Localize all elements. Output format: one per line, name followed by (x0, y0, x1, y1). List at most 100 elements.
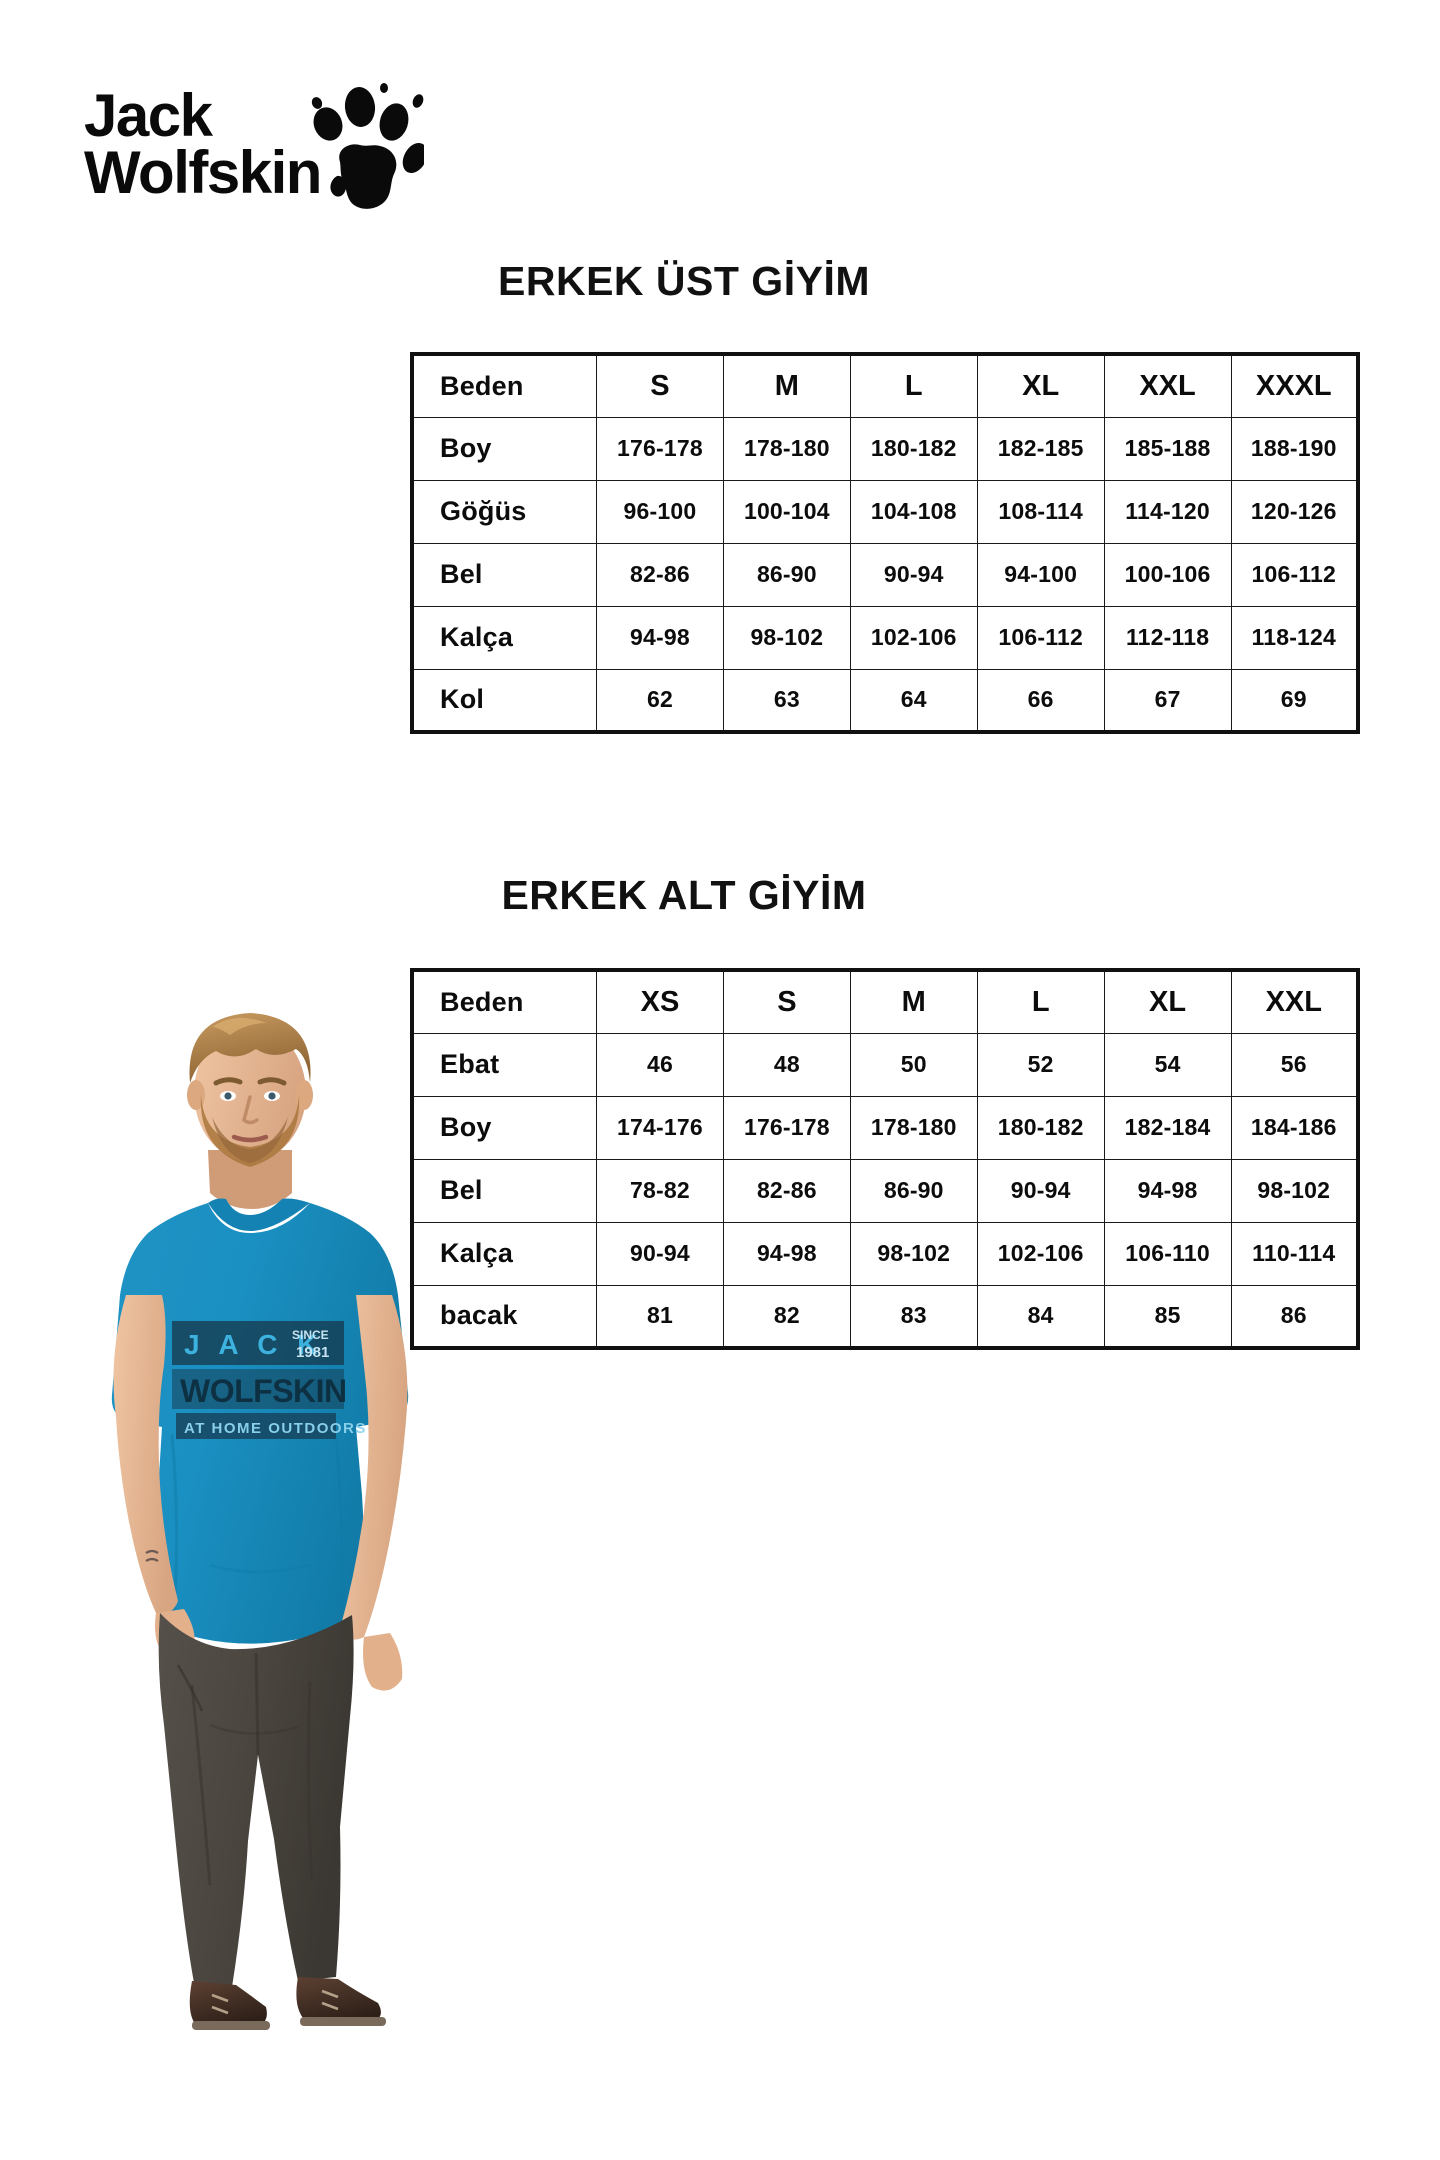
cell-value: 106-112 (976, 605, 1105, 670)
cell-value: 182-185 (976, 416, 1105, 481)
table-row: Kol 62 63 64 66 67 69 (411, 668, 1359, 733)
head-shape (194, 1025, 306, 1161)
page-title-upper-wear: ERKEK ÜST GİYİM (498, 258, 870, 304)
cell-value: 94-98 (722, 1221, 851, 1286)
row-label-ebat: Ebat (411, 1032, 597, 1097)
svg-text:WOLFSKIN: WOLFSKIN (180, 1373, 347, 1409)
cell-value: 182-184 (1103, 1095, 1232, 1160)
right-hand-shape (363, 1633, 403, 1691)
cell-value: 82 (722, 1284, 851, 1349)
left-arm-shape (113, 1295, 178, 1614)
cell-value: 176-178 (722, 1095, 851, 1160)
cell-value: 56 (1230, 1032, 1359, 1097)
svg-text:J A C K: J A C K (184, 1329, 324, 1360)
lower-wear-size-table: Beden XS S M L XL XXL Ebat 46 48 50 52 5… (410, 968, 1360, 1350)
table-row: Kalça 90-94 94-98 98-102 102-106 106-110… (411, 1221, 1359, 1286)
svg-text:SINCE: SINCE (292, 1328, 329, 1342)
cell-value: 82-86 (596, 542, 724, 607)
cell-value: 96-100 (596, 479, 724, 544)
neck-shape (208, 1150, 292, 1209)
row-label-gogus: Göğüs (411, 479, 597, 544)
cell-value: 86-90 (722, 542, 851, 607)
column-header-beden: Beden (411, 353, 597, 418)
cell-value: 174-176 (596, 1095, 724, 1160)
cell-value: 180-182 (976, 1095, 1105, 1160)
cell-value: 102-106 (849, 605, 978, 670)
column-header-m: M (849, 969, 978, 1034)
cell-value: 188-190 (1230, 416, 1359, 481)
cell-value: 81 (596, 1284, 724, 1349)
cell-value: 114-120 (1103, 479, 1232, 544)
column-header-m: M (722, 353, 851, 418)
cell-value: 100-106 (1103, 542, 1232, 607)
svg-text:AT HOME OUTDOORS: AT HOME OUTDOORS (184, 1420, 367, 1437)
page-title-lower-wear: ERKEK ALT GİYİM (501, 872, 867, 918)
row-label-kol: Kol (411, 668, 597, 733)
table-header-row: Beden S M L XL XXL XXXL (411, 353, 1359, 418)
row-label-bel: Bel (411, 542, 597, 607)
pants-shape (158, 1613, 354, 1987)
cell-value: 54 (1103, 1032, 1232, 1097)
cell-value: 176-178 (596, 416, 724, 481)
cell-value: 67 (1103, 668, 1232, 733)
logo-text-line1: Jack (84, 82, 213, 149)
cell-value: 90-94 (976, 1158, 1105, 1223)
column-header-xl: XL (976, 353, 1105, 418)
cell-value: 64 (849, 668, 978, 733)
upper-wear-size-table: Beden S M L XL XXL XXXL Boy 176-178 178-… (410, 352, 1360, 734)
column-header-xl: XL (1103, 969, 1232, 1034)
cell-value: 69 (1230, 668, 1359, 733)
table-row: bacak 81 82 83 84 85 86 (411, 1284, 1359, 1349)
cell-value: 62 (596, 668, 724, 733)
cell-value: 100-104 (722, 479, 851, 544)
cell-value: 63 (722, 668, 851, 733)
cell-value: 48 (722, 1032, 851, 1097)
table-row: Boy 176-178 178-180 180-182 182-185 185-… (411, 416, 1359, 481)
cell-value: 98-102 (1230, 1158, 1359, 1223)
cell-value: 94-100 (976, 542, 1105, 607)
brand-logo: Jack Wolfskin (84, 82, 444, 238)
cell-value: 110-114 (1230, 1221, 1359, 1286)
cell-value: 118-124 (1230, 605, 1359, 670)
shirt-graphic: J A C K SINCE 1981 WOLFSKIN AT HOME OUTD… (172, 1321, 367, 1439)
cell-value: 106-112 (1230, 542, 1359, 607)
cell-value: 178-180 (849, 1095, 978, 1160)
column-header-xs: XS (596, 969, 724, 1034)
column-header-s: S (596, 353, 724, 418)
column-header-xxxl: XXXL (1230, 353, 1359, 418)
cell-value: 104-108 (849, 479, 978, 544)
cell-value: 90-94 (596, 1221, 724, 1286)
cell-value: 46 (596, 1032, 724, 1097)
table-row: Ebat 46 48 50 52 54 56 (411, 1032, 1359, 1097)
table-row: Göğüs 96-100 100-104 104-108 108-114 114… (411, 479, 1359, 544)
cell-value: 78-82 (596, 1158, 724, 1223)
cell-value: 98-102 (849, 1221, 978, 1286)
cell-value: 82-86 (722, 1158, 851, 1223)
cell-value: 90-94 (849, 542, 978, 607)
table-row: Kalça 94-98 98-102 102-106 106-112 112-1… (411, 605, 1359, 670)
table-row: Boy 174-176 176-178 178-180 180-182 182-… (411, 1095, 1359, 1160)
cell-value: 94-98 (596, 605, 724, 670)
cell-value: 120-126 (1230, 479, 1359, 544)
cell-value: 180-182 (849, 416, 978, 481)
logo-text-line2: Wolfskin (84, 139, 322, 207)
cell-value: 86-90 (849, 1158, 978, 1223)
right-arm-shape (340, 1295, 408, 1640)
cell-value: 83 (849, 1284, 978, 1349)
column-header-xxl: XXL (1230, 969, 1359, 1034)
model-photo: J A C K SINCE 1981 WOLFSKIN AT HOME OUTD… (60, 965, 480, 2065)
cell-value: 98-102 (722, 605, 851, 670)
cell-value: 52 (976, 1032, 1105, 1097)
table-header-row: Beden XS S M L XL XXL (411, 969, 1359, 1034)
beard-shape (200, 1095, 300, 1167)
column-header-s: S (722, 969, 851, 1034)
cell-value: 102-106 (976, 1221, 1105, 1286)
row-label-kalca: Kalça (411, 605, 597, 670)
table-row: Bel 78-82 82-86 86-90 90-94 94-98 98-102 (411, 1158, 1359, 1223)
cell-value: 66 (976, 668, 1105, 733)
cell-value: 185-188 (1103, 416, 1232, 481)
column-header-xxl: XXL (1103, 353, 1232, 418)
cell-value: 184-186 (1230, 1095, 1359, 1160)
table-row: Bel 82-86 86-90 90-94 94-100 100-106 106… (411, 542, 1359, 607)
column-header-l: L (849, 353, 978, 418)
